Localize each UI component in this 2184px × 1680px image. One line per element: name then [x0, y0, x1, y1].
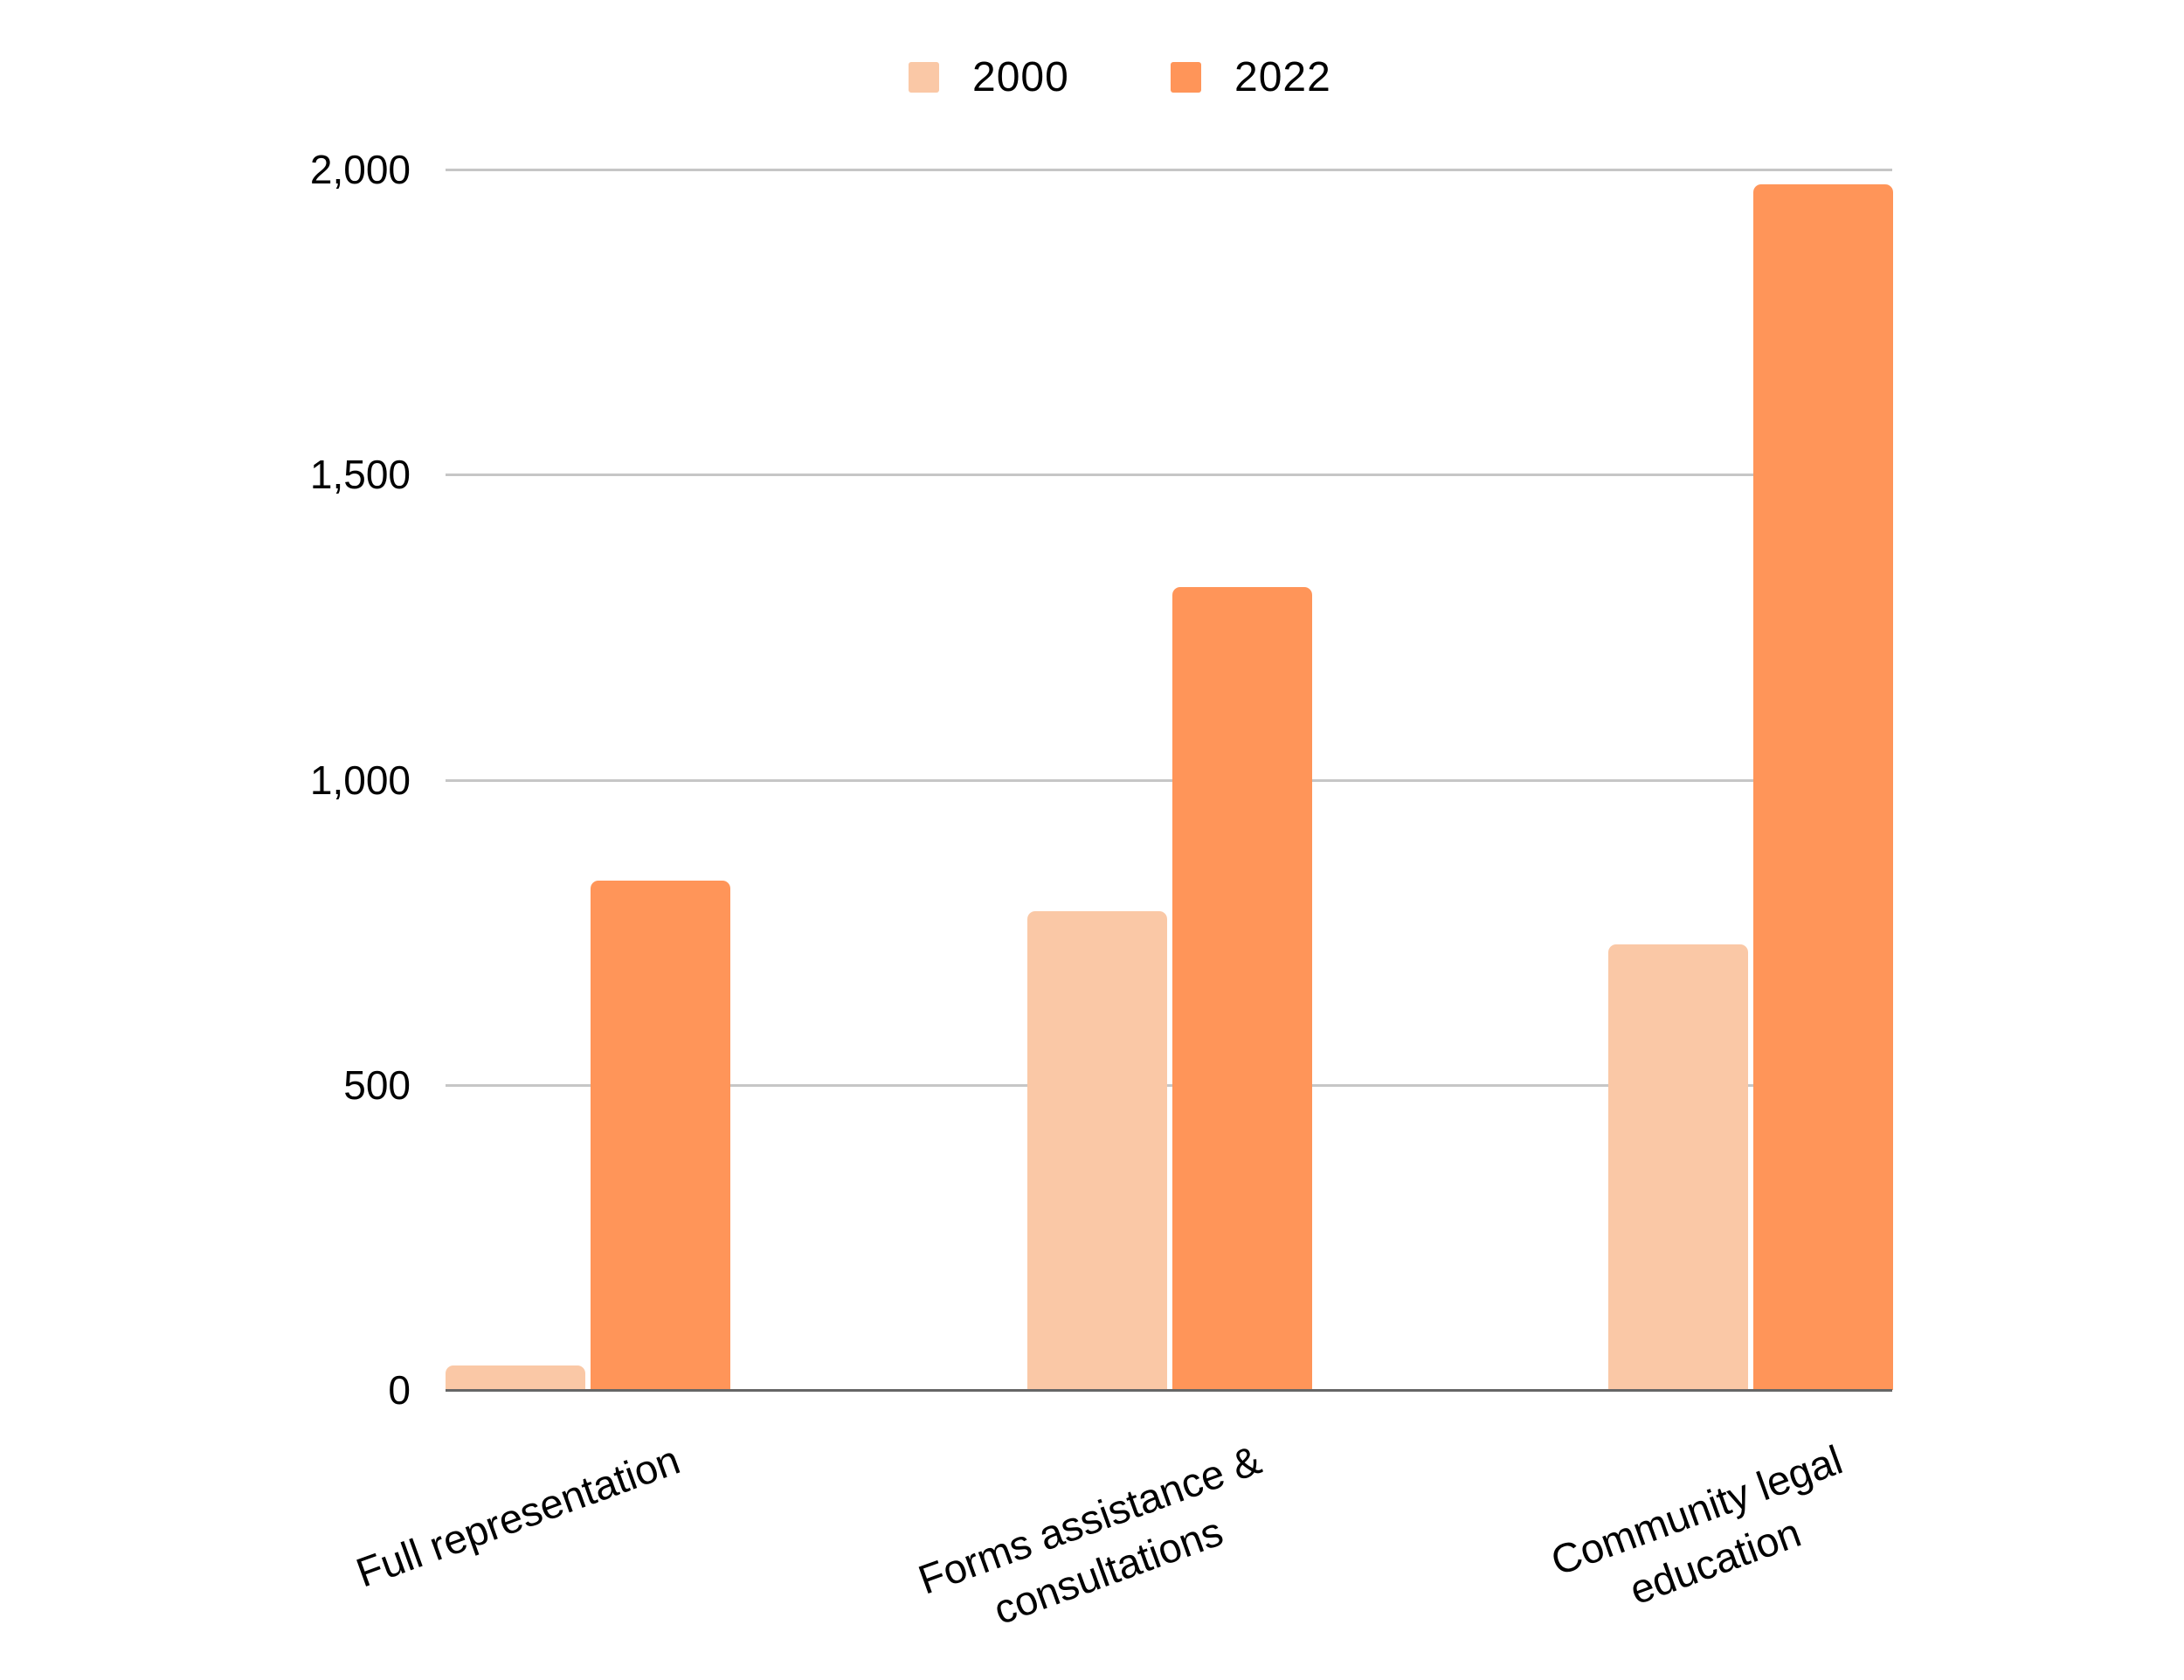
legend-item-2022[interactable]: 2022 [1171, 51, 1331, 103]
x-axis-category-label: Full representation [349, 1435, 686, 1596]
y-axis-tick-label: 0 [388, 1367, 411, 1413]
bar-2022[interactable] [591, 880, 730, 1390]
gridline [446, 169, 1892, 171]
bar-2022[interactable] [1753, 184, 1893, 1390]
legend-item-2000[interactable]: 2000 [909, 51, 1069, 103]
y-axis-tick-label: 500 [343, 1061, 411, 1108]
legend-swatch-2000 [909, 61, 939, 93]
x-axis-category-label: Community legal education [1545, 1435, 1849, 1614]
gridline [446, 474, 1892, 477]
legend-label-2022: 2022 [1234, 53, 1331, 100]
legend-label-2000: 2000 [972, 53, 1069, 100]
y-axis-tick-label: 2,000 [309, 147, 411, 192]
x-axis-baseline [446, 1389, 1892, 1392]
y-axis-tick-label: 1,500 [309, 452, 411, 498]
x-axis-category-label: Forms assistance & consultations [912, 1435, 1268, 1634]
bar-2000[interactable] [1027, 910, 1167, 1390]
bar-2000[interactable] [1608, 944, 1748, 1390]
gridline [446, 1083, 1892, 1087]
bar-2000[interactable] [446, 1365, 585, 1390]
y-axis-tick-label: 1,000 [309, 757, 411, 803]
gridline [446, 778, 1892, 782]
bar-2022[interactable] [1172, 587, 1312, 1390]
legend-swatch-2022 [1171, 61, 1201, 93]
chart-legend: 2000 2022 [0, 51, 2184, 103]
